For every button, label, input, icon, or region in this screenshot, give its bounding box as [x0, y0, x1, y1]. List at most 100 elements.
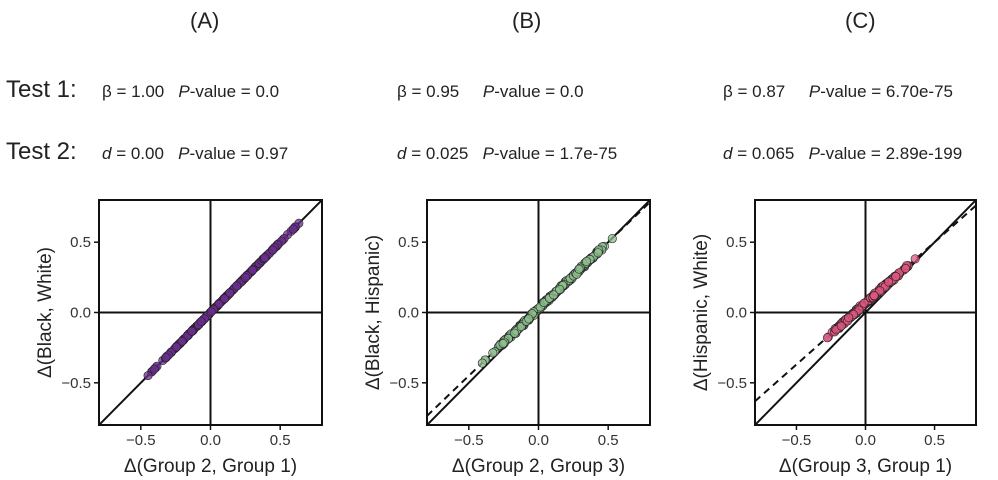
x-tick-label: 0.5	[598, 432, 619, 449]
y-axis-title: Δ(Black, White)	[35, 247, 56, 378]
data-point	[509, 328, 519, 338]
y-tick-label: 0.0	[70, 305, 91, 322]
beta-value-a: β = 1.00	[102, 82, 165, 101]
test2-label: Test 2:	[6, 138, 77, 165]
p-prefix-b1: P	[482, 82, 495, 101]
x-tick-label: −0.5	[454, 432, 484, 449]
data-point	[268, 245, 278, 255]
plot-area	[755, 200, 976, 425]
y-tick-label: −0.5	[717, 375, 747, 392]
stat-row-test1-c: β = 0.87 P-value = 6.70e-75	[723, 82, 953, 102]
data-point	[524, 314, 534, 324]
data-point	[143, 371, 153, 381]
data-point	[220, 294, 230, 304]
x-axis-title: Δ(Group 2, Group 1)	[124, 456, 297, 477]
data-point	[836, 321, 846, 331]
stat-row-test2-b: d = 0.025 P-value = 1.7e-75	[397, 144, 617, 164]
p-value-a1: -value = 0.0	[189, 82, 280, 101]
x-tick-label: −0.5	[126, 432, 156, 449]
panel-label-b: (B)	[512, 8, 542, 33]
x-tick-label: 0.0	[855, 432, 876, 449]
data-point	[891, 272, 901, 282]
data-point	[884, 277, 894, 287]
p-value-b2: -value = 1.7e-75	[493, 144, 618, 163]
d-prefix-a: d	[102, 144, 112, 163]
d-value-c: = 0.065	[732, 144, 795, 163]
d-value-b: = 0.025	[406, 144, 469, 163]
x-tick-label: 0.5	[270, 432, 291, 449]
data-point	[240, 272, 250, 282]
y-tick-label: 0.5	[398, 234, 419, 251]
y-axis-title: Δ(Hispanic, White)	[691, 234, 712, 391]
stat-row-test1-b: β = 0.95 P-value = 0.0	[397, 82, 584, 102]
p-prefix-c1: P	[808, 82, 821, 101]
x-axis-title: Δ(Group 3, Group 1)	[779, 456, 952, 477]
stat-row-test1-a: β = 1.00 P-value = 0.0	[102, 82, 279, 102]
data-point	[498, 339, 508, 349]
data-point	[859, 298, 869, 308]
data-point	[149, 364, 159, 374]
data-point	[161, 352, 171, 362]
data-point	[555, 284, 565, 294]
p-prefix-a2: P	[178, 144, 190, 163]
data-point	[910, 254, 920, 264]
y-tick-label: 0.0	[726, 305, 747, 322]
data-point	[593, 248, 603, 258]
beta-value-c: β = 0.87	[723, 82, 786, 101]
data-point	[247, 265, 257, 275]
data-point	[477, 358, 487, 368]
p-value-a2: -value = 0.97	[189, 144, 289, 163]
panel-label-c: (C)	[845, 8, 876, 33]
y-tick-label: −0.5	[61, 375, 91, 392]
data-point	[574, 264, 584, 274]
d-prefix-b: d	[397, 144, 407, 163]
x-axis-title: Δ(Group 2, Group 3)	[452, 456, 625, 477]
data-point	[232, 281, 242, 291]
beta-value-b: β = 0.95	[397, 82, 460, 101]
p-value-b1: -value = 0.0	[494, 82, 584, 101]
x-tick-label: 0.5	[924, 432, 945, 449]
plot-area	[99, 200, 322, 425]
data-point	[488, 348, 498, 358]
data-point	[875, 286, 885, 296]
p-prefix-c2: P	[808, 144, 820, 163]
data-point	[549, 290, 559, 300]
data-point	[581, 256, 591, 266]
data-point	[214, 299, 224, 309]
data-point	[260, 253, 270, 263]
data-point	[822, 333, 832, 343]
x-tick-label: −0.5	[782, 432, 812, 449]
data-point	[288, 224, 298, 234]
x-tick-label: 0.0	[200, 432, 221, 449]
p-value-c1: -value = 6.70e-75	[820, 82, 954, 101]
data-point	[171, 342, 181, 352]
y-tick-label: 0.5	[726, 234, 747, 251]
y-axis-title: Δ(Black, Hispanic)	[363, 235, 384, 390]
data-point	[225, 288, 235, 298]
data-point	[206, 307, 216, 317]
p-prefix-a1: P	[178, 82, 190, 101]
data-point	[607, 234, 617, 244]
test1-label: Test 1:	[6, 76, 77, 103]
panel-label-a: (A)	[190, 8, 220, 33]
plot-area	[427, 200, 650, 425]
data-point	[844, 313, 854, 323]
stat-row-test2-c: d = 0.065 P-value = 2.89e-199	[723, 144, 962, 164]
data-point	[196, 317, 206, 327]
x-tick-label: 0.0	[528, 432, 549, 449]
chart-panel-1: −0.5 −0.5 0.0 0.0 0.5 0.5 Δ(Group 2, Group 1) Δ…	[35, 199, 323, 477]
p-value-c2: -value = 2.89e-199	[819, 144, 963, 163]
p-prefix-b2: P	[482, 144, 494, 163]
chart-panel-2: −0.5 −0.5 0.0 0.0 0.5 0.5 Δ(Group 2, Group 3) Δ…	[363, 199, 651, 477]
data-point	[177, 336, 187, 346]
data-point	[901, 264, 911, 274]
data-point	[187, 326, 197, 336]
y-tick-label: 0.0	[398, 305, 419, 322]
y-tick-label: −0.5	[389, 375, 419, 392]
chart-panel-3: −0.5 −0.5 0.0 0.0 0.5 0.5 Δ(Group 3, Group 1) Δ…	[691, 199, 977, 477]
data-point	[869, 291, 879, 301]
d-value-a: = 0.00	[111, 144, 164, 163]
y-tick-label: 0.5	[70, 234, 91, 251]
d-prefix-c: d	[723, 144, 733, 163]
